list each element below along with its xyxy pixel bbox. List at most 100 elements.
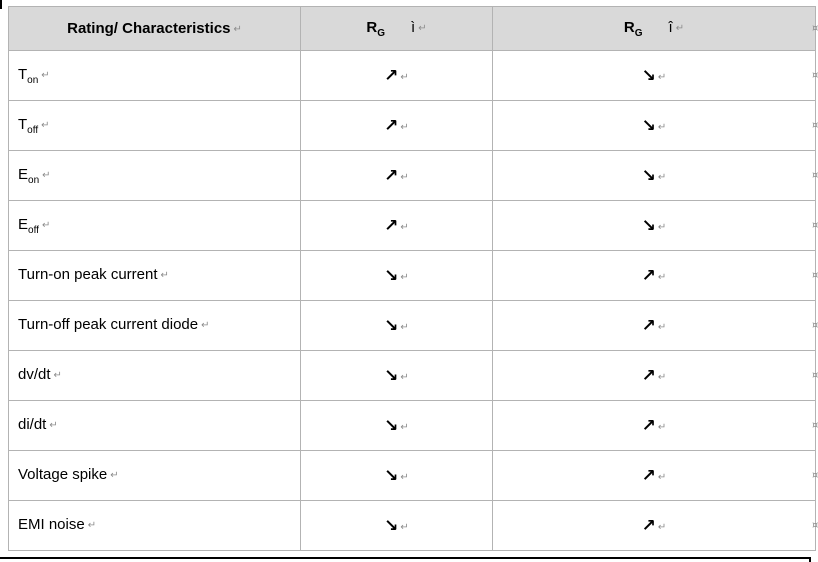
end-of-row-mark-icon: ¤ bbox=[812, 269, 818, 281]
characteristic-label: Voltage spike bbox=[18, 465, 108, 483]
trend-arrow-icon: ↗ bbox=[384, 65, 398, 86]
rg2-trend-cell: ↘ ↵ bbox=[492, 50, 816, 101]
trend-arrow-icon: ↘ bbox=[384, 465, 398, 486]
paragraph-mark-icon: ↵ bbox=[657, 521, 667, 533]
rg1-trend-cell: ↘ ↵ bbox=[300, 500, 493, 551]
table-row: di/dt ↵ ↘ ↵ ↗ ↵ bbox=[8, 400, 816, 451]
characteristic-cell: di/dt ↵ bbox=[8, 400, 301, 451]
characteristic-label: E bbox=[18, 165, 29, 183]
table-row: Toff ↵ ↗ ↵ ↘ ↵ bbox=[8, 100, 816, 151]
characteristic-cell: Eon ↵ bbox=[8, 150, 301, 201]
end-of-row-mark-icon: ¤ bbox=[812, 119, 818, 131]
table-row: Turn-on peak current ↵ ↘ ↵ ↗ ↵ bbox=[8, 250, 816, 301]
rg-symbol-sub: G bbox=[634, 27, 643, 39]
paragraph-mark-icon: ↵ bbox=[657, 171, 667, 183]
paragraph-mark-icon: ↵ bbox=[400, 271, 409, 283]
trend-arrow-icon: ↘ bbox=[641, 115, 656, 136]
rg2-trend-cell: ↗ ↵ bbox=[492, 400, 816, 451]
paragraph-mark-icon: ↵ bbox=[657, 71, 667, 83]
rg2-trend-cell: ↘ ↵ bbox=[492, 100, 816, 151]
end-of-row-marks: ¤ ¤ ¤ ¤ ¤ ¤ ¤ ¤ ¤ ¤ ¤ bbox=[812, 6, 818, 550]
rg-symbol-base: R bbox=[366, 18, 378, 36]
text-cursor-mark bbox=[0, 0, 2, 9]
header-label: Rating/ Characteristics bbox=[67, 20, 231, 37]
characteristic-subscript: off bbox=[28, 224, 39, 236]
characteristic-label: EMI noise bbox=[18, 515, 85, 533]
characteristic-cell: Turn-off peak current diode ↵ bbox=[8, 300, 301, 351]
table-row: Voltage spike ↵ ↘ ↵ ↗ ↵ bbox=[8, 450, 816, 501]
paragraph-mark-icon: ↵ bbox=[657, 371, 667, 383]
characteristic-cell: EMI noise ↵ bbox=[8, 500, 301, 551]
paragraph-mark-icon: ↵ bbox=[400, 521, 409, 533]
paragraph-mark-icon: ↵ bbox=[49, 419, 58, 431]
trend-arrow-icon: ↗ bbox=[384, 115, 398, 136]
paragraph-mark-icon: ↵ bbox=[400, 71, 409, 83]
paragraph-mark-icon: ↵ bbox=[400, 321, 409, 333]
paragraph-mark-icon: ↵ bbox=[657, 271, 667, 283]
end-of-row-mark-icon: ¤ bbox=[812, 519, 818, 531]
trend-arrow-icon: ↗ bbox=[641, 365, 656, 386]
trend-arrow-icon: ↘ bbox=[641, 215, 656, 236]
header-rating-characteristics: Rating/ Characteristics ↵ bbox=[8, 6, 301, 51]
end-of-row-mark-icon: ¤ bbox=[812, 219, 818, 231]
rg-characteristics-table: Rating/ Characteristics ↵ RG ì ↵ RG î ↵ Ton ↵ … bbox=[8, 6, 816, 551]
rg1-trend-cell: ↘ ↵ bbox=[300, 350, 493, 401]
paragraph-mark-icon: ↵ bbox=[41, 69, 50, 81]
rg2-trend-cell: ↘ ↵ bbox=[492, 200, 816, 251]
table-row: Eon ↵ ↗ ↵ ↘ ↵ bbox=[8, 150, 816, 201]
characteristic-label: Turn-off peak current diode bbox=[18, 315, 199, 333]
trend-arrow-icon: ↗ bbox=[384, 215, 398, 236]
bottom-divider-line bbox=[0, 557, 811, 559]
characteristic-cell: Ton ↵ bbox=[8, 50, 301, 101]
rg2-trend-cell: ↗ ↵ bbox=[492, 450, 816, 501]
table-row: Eoff ↵ ↗ ↵ ↘ ↵ bbox=[8, 200, 816, 251]
rg1-trend-cell: ↘ ↵ bbox=[300, 400, 493, 451]
trend-arrow-icon: ↘ bbox=[384, 315, 398, 336]
paragraph-mark-icon: ↵ bbox=[400, 471, 409, 483]
rg1-trend-cell: ↗ ↵ bbox=[300, 200, 493, 251]
paragraph-mark-icon: ↵ bbox=[160, 269, 169, 281]
paragraph-mark-icon: ↵ bbox=[400, 121, 409, 133]
paragraph-mark-icon: ↵ bbox=[41, 219, 51, 231]
rg2-trend-cell: ↗ ↵ bbox=[492, 350, 816, 401]
characteristic-cell: Toff ↵ bbox=[8, 100, 301, 151]
end-of-row-mark-icon: ¤ bbox=[812, 419, 818, 431]
rg-direction-symbol: ì bbox=[411, 18, 416, 36]
trend-arrow-icon: ↘ bbox=[384, 515, 398, 536]
characteristic-label: E bbox=[18, 215, 29, 233]
characteristic-label: T bbox=[18, 65, 28, 83]
characteristic-cell: Voltage spike ↵ bbox=[8, 450, 301, 501]
rg1-trend-cell: ↘ ↵ bbox=[300, 300, 493, 351]
rg1-trend-cell: ↗ ↵ bbox=[300, 150, 493, 201]
end-of-row-mark-icon: ¤ bbox=[812, 469, 818, 481]
bottom-corner-mark bbox=[809, 557, 811, 562]
rg-symbol-base: R bbox=[623, 18, 635, 36]
trend-arrow-icon: ↗ bbox=[641, 265, 656, 286]
rg2-trend-cell: ↗ ↵ bbox=[492, 300, 816, 351]
table-row: Ton ↵ ↗ ↵ ↘ ↵ bbox=[8, 50, 816, 101]
characteristic-subscript: on bbox=[27, 74, 39, 86]
characteristic-label: T bbox=[18, 115, 28, 133]
header-rg-2: RG î ↵ bbox=[492, 6, 816, 51]
paragraph-mark-icon: ↵ bbox=[657, 321, 667, 333]
trend-arrow-icon: ↗ bbox=[641, 415, 656, 436]
characteristic-cell: Eoff ↵ bbox=[8, 200, 301, 251]
paragraph-mark-icon: ↵ bbox=[675, 22, 685, 34]
trend-arrow-icon: ↗ bbox=[641, 515, 656, 536]
trend-arrow-icon: ↘ bbox=[641, 65, 656, 86]
rg2-trend-cell: ↗ ↵ bbox=[492, 250, 816, 301]
paragraph-mark-icon: ↵ bbox=[53, 369, 62, 381]
table-row: dv/dt ↵ ↘ ↵ ↗ ↵ bbox=[8, 350, 816, 401]
characteristic-label: di/dt bbox=[18, 415, 47, 433]
trend-arrow-icon: ↗ bbox=[641, 315, 656, 336]
paragraph-mark-icon: ↵ bbox=[233, 24, 242, 35]
paragraph-mark-icon: ↵ bbox=[201, 319, 210, 331]
characteristic-label: Turn-on peak current bbox=[18, 265, 158, 283]
rg1-trend-cell: ↘ ↵ bbox=[300, 450, 493, 501]
paragraph-mark-icon: ↵ bbox=[418, 22, 427, 34]
rg-direction-symbol: î bbox=[668, 18, 673, 36]
trend-arrow-icon: ↘ bbox=[384, 415, 398, 436]
paragraph-mark-icon: ↵ bbox=[657, 221, 667, 233]
paragraph-mark-icon: ↵ bbox=[110, 469, 119, 481]
